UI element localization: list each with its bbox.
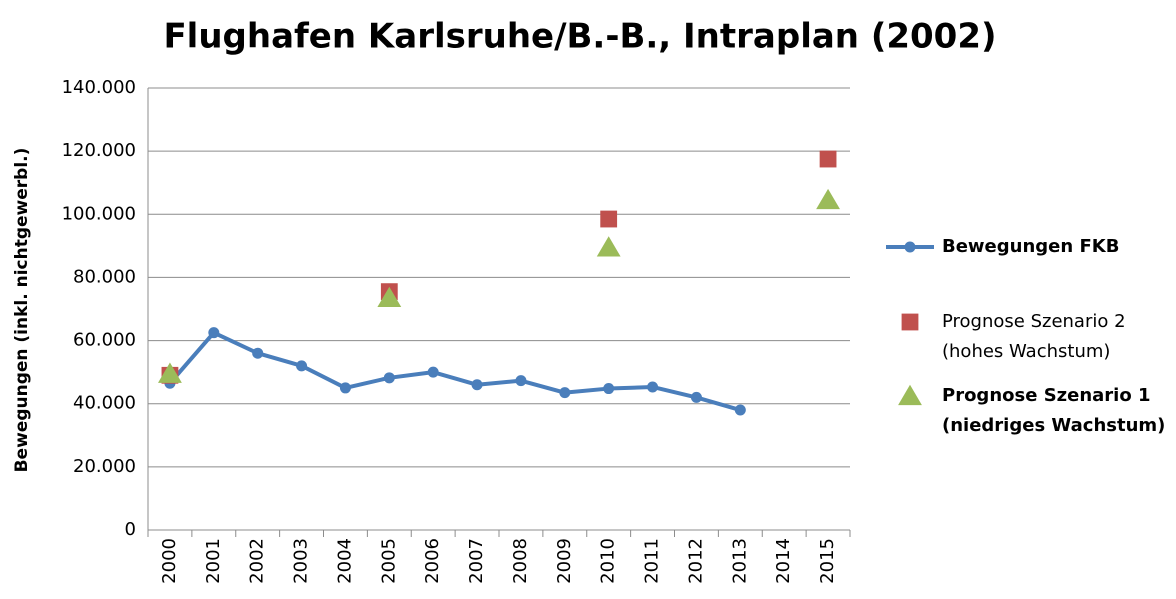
data-point — [600, 210, 618, 228]
data-point — [158, 362, 182, 383]
x-tick-label: 2000 — [159, 538, 180, 584]
x-tick-label: 2002 — [247, 538, 268, 584]
x-tick-label: 2010 — [598, 538, 619, 584]
x-tick-label: 2003 — [291, 538, 312, 584]
series-line — [168, 330, 741, 412]
data-point — [603, 383, 615, 395]
y-tick-label: 140.000 — [62, 77, 136, 98]
data-point — [647, 381, 659, 393]
x-tick-label: 2012 — [685, 538, 706, 584]
data-point — [559, 387, 571, 399]
data-point — [690, 391, 702, 403]
legend-marker — [904, 241, 916, 253]
data-point — [471, 379, 483, 391]
legend-marker — [898, 384, 922, 406]
legend-label: Prognose Szenario 1 (niedriges Wachstum) — [942, 385, 1165, 436]
x-tick-label: 2006 — [422, 538, 443, 584]
x-tick-label: 2014 — [773, 538, 794, 584]
y-tick-label: 0 — [125, 519, 136, 540]
legend-label: Bewegungen FKB — [942, 236, 1119, 257]
x-tick-label: 2013 — [729, 538, 750, 584]
legend-marker — [901, 313, 919, 331]
x-tick-label: 2009 — [554, 538, 575, 584]
data-point — [339, 382, 351, 394]
x-tick-label: 2005 — [378, 538, 399, 584]
x-tick-label: 2015 — [817, 538, 838, 584]
data-point — [208, 327, 220, 339]
y-tick-label: 100.000 — [62, 203, 136, 224]
chart-title: Flughafen Karlsruhe/B.-B., Intraplan (20… — [163, 17, 996, 57]
data-point — [734, 404, 746, 416]
data-point — [596, 236, 621, 257]
data-point — [427, 366, 439, 378]
y-tick-label: 120.000 — [62, 140, 136, 161]
data-point — [377, 286, 402, 308]
y-tick-label: 80.000 — [73, 266, 136, 287]
legend-label: Prognose Szenario 2 (hohes Wachstum) — [942, 311, 1126, 362]
x-tick-label: 2004 — [334, 538, 355, 584]
y-tick-label: 20.000 — [73, 456, 136, 477]
data-point — [819, 150, 837, 168]
data-point — [252, 347, 264, 359]
data-point — [296, 360, 308, 372]
data-point — [515, 375, 527, 387]
y-tick-label: 60.000 — [73, 330, 136, 351]
x-tick-label: 2008 — [510, 538, 531, 584]
data-point — [816, 188, 840, 210]
y-tick-label: 40.000 — [73, 393, 136, 414]
data-point — [383, 372, 395, 384]
x-tick-label: 2007 — [466, 538, 487, 584]
x-tick-label: 2011 — [642, 538, 663, 584]
y-axis-title: Bewegungen (inkl. nichtgewerbl.) — [12, 148, 32, 473]
x-tick-label: 2001 — [203, 538, 224, 584]
